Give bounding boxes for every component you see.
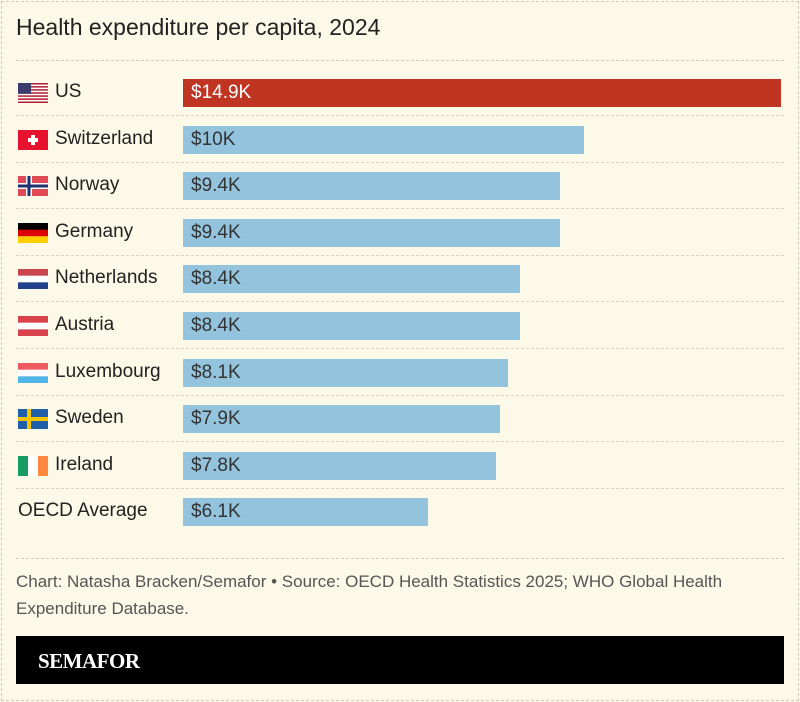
divider (16, 558, 784, 559)
bar: $6.1K (183, 498, 428, 527)
bar-row: Netherlands $8.4K (16, 256, 784, 303)
bar: $9.4K (183, 172, 561, 201)
category-label: OECD Average (18, 500, 148, 522)
bar-row: Germany $9.4K (16, 210, 784, 256)
data-label: $6.1K (191, 501, 241, 523)
data-label: $7.8K (191, 454, 241, 476)
norway-flag-icon (18, 176, 48, 197)
brand-banner: SEMAFOR (16, 636, 784, 684)
bar: $8.4K (183, 312, 521, 340)
row-divider (16, 254, 784, 256)
bar-row: Sweden $7.9K (16, 396, 784, 443)
ireland-flag-icon (18, 455, 48, 476)
category-label: Luxembourg (55, 360, 161, 382)
row-divider (16, 487, 784, 489)
row-divider (16, 348, 784, 349)
chart-title: Health expenditure per capita, 2024 (16, 14, 381, 40)
semafor-logo: SEMAFOR (38, 649, 140, 673)
bar-row: Austria $8.4K (16, 303, 784, 349)
bar: $14.9K (183, 79, 781, 107)
category-label: Austria (55, 314, 115, 335)
category-label: Germany (55, 220, 134, 242)
source-note: Chart: Natasha Bracken/Semafor • Source:… (16, 572, 723, 618)
category-label: Norway (55, 174, 120, 196)
data-label: $8.4K (191, 268, 241, 290)
row-divider (16, 208, 784, 210)
row-divider (16, 394, 784, 396)
luxembourg-flag-icon (18, 362, 48, 383)
sweden-flag-icon (18, 409, 48, 430)
row-divider (16, 441, 784, 443)
category-label: Netherlands (55, 267, 158, 289)
bar: $9.4K (183, 218, 561, 247)
bar-row: OECD Average $6.1K (16, 489, 784, 535)
category-label: Sweden (55, 407, 124, 429)
data-label: $9.4K (191, 221, 241, 243)
bar-row: US $14.9K (16, 70, 784, 116)
data-label: $8.1K (191, 361, 241, 383)
bar: $8.1K (183, 358, 509, 387)
data-label: $9.4K (191, 175, 241, 197)
bar: $7.8K (183, 451, 497, 480)
data-label: $14.9K (191, 82, 252, 103)
data-label: $8.4K (191, 315, 241, 336)
data-label: $7.9K (191, 408, 241, 430)
row-divider (16, 301, 784, 303)
bar-row: Switzerland $10K (16, 117, 784, 163)
data-label: $10K (191, 128, 236, 150)
switzerland-flag-icon (18, 129, 48, 150)
bar: $10K (183, 125, 585, 154)
us-flag-icon (18, 83, 48, 103)
bar-row: Norway $9.4K (16, 163, 784, 210)
category-label: Ireland (55, 453, 114, 475)
row-divider (16, 161, 784, 163)
bar: $8.4K (183, 265, 521, 294)
austria-flag-icon (18, 316, 48, 336)
category-label: Switzerland (55, 127, 154, 149)
bar-row: Ireland $7.8K (16, 443, 784, 489)
netherlands-flag-icon (18, 269, 48, 290)
row-divider (16, 115, 784, 116)
germany-flag-icon (18, 222, 48, 243)
bar: $7.9K (183, 405, 501, 434)
bar-row: Luxembourg $8.1K (16, 350, 784, 396)
category-label: US (55, 81, 82, 102)
divider (16, 60, 784, 61)
